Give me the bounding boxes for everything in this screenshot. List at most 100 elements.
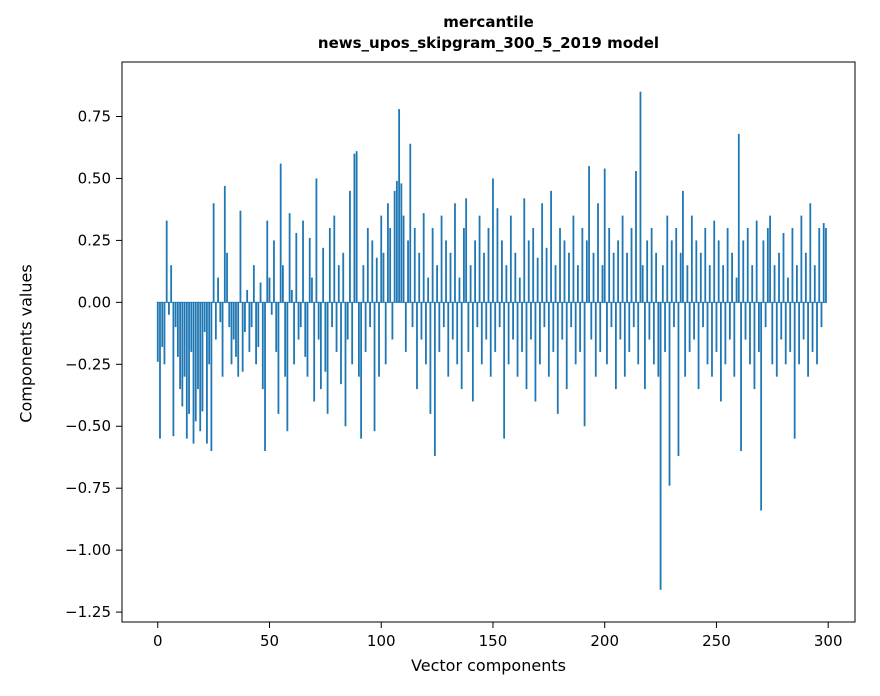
bar [617, 240, 620, 303]
bar [214, 302, 217, 340]
bar [217, 277, 219, 303]
bar [454, 203, 456, 303]
bar [275, 302, 278, 352]
bar [619, 302, 622, 340]
bar [244, 302, 246, 333]
bar [206, 302, 208, 444]
bar [416, 302, 418, 390]
bar [418, 252, 421, 303]
bar [425, 302, 427, 365]
bar [583, 302, 586, 427]
bar [212, 203, 215, 303]
bar [422, 213, 425, 303]
bar [387, 203, 389, 303]
bar [319, 302, 322, 390]
bar [161, 302, 164, 347]
bar [570, 302, 573, 328]
bar [360, 302, 363, 439]
bar [349, 190, 351, 303]
bar [346, 302, 349, 340]
bar [769, 215, 771, 303]
bar [807, 302, 809, 377]
bar [541, 203, 544, 303]
bar [668, 302, 671, 486]
bar [326, 302, 329, 414]
bar [568, 252, 570, 303]
chart-title-line2: news_upos_skipgram_300_5_2019 model [317, 34, 660, 52]
bar [433, 302, 436, 456]
bar [223, 185, 226, 303]
bar [203, 302, 206, 333]
bar [371, 240, 374, 303]
bar [395, 180, 398, 303]
bar [740, 302, 742, 452]
bar [315, 178, 318, 303]
bar [389, 228, 392, 303]
bar [545, 247, 548, 303]
bar [561, 302, 564, 340]
bar [670, 240, 673, 303]
bar [789, 302, 792, 352]
bar [297, 302, 300, 340]
bar [682, 190, 684, 303]
bar [382, 252, 385, 303]
bar [427, 277, 430, 303]
bar [632, 302, 635, 328]
bar [733, 302, 736, 377]
bar [646, 240, 649, 303]
bar [404, 302, 407, 352]
bar [257, 302, 260, 347]
bar [726, 228, 729, 303]
bar [465, 198, 468, 303]
bar [398, 109, 401, 303]
bar [804, 252, 807, 303]
bar [601, 265, 604, 303]
bar [724, 302, 727, 365]
bar [230, 302, 233, 365]
bar [778, 252, 780, 303]
bar [648, 302, 651, 340]
bar [780, 302, 783, 340]
y-tick-label: −0.75 [65, 479, 111, 497]
bar [628, 302, 631, 352]
bar [592, 252, 595, 303]
bar [288, 213, 291, 303]
bar [440, 215, 443, 303]
bar [445, 240, 447, 303]
bar [775, 302, 778, 377]
bar [391, 302, 394, 340]
bar [474, 240, 476, 303]
bar [192, 302, 195, 444]
bar [523, 198, 526, 303]
bar [375, 257, 378, 303]
bar [438, 302, 441, 352]
bar [514, 252, 517, 303]
y-tick-label: −1.25 [65, 603, 111, 621]
zero-baseline [156, 301, 827, 303]
y-tick-label: 0.50 [78, 169, 111, 187]
bar [264, 302, 266, 452]
bar [697, 302, 700, 390]
bar [239, 210, 242, 303]
bar [431, 228, 434, 303]
bar [708, 265, 711, 303]
x-tick-label: 50 [260, 632, 279, 650]
bar [532, 228, 535, 303]
bar [250, 302, 253, 328]
x-tick-label: 250 [702, 632, 731, 650]
bar [825, 228, 827, 303]
bar [746, 228, 749, 303]
bar [655, 252, 658, 303]
bar [594, 302, 597, 377]
bar [331, 302, 333, 328]
bar [181, 302, 184, 407]
bar [185, 302, 188, 439]
bar [713, 220, 716, 303]
bar [720, 302, 722, 402]
bar [608, 228, 611, 303]
bar [715, 302, 718, 352]
bar [766, 228, 769, 303]
bar [822, 223, 825, 303]
bar [621, 215, 624, 303]
